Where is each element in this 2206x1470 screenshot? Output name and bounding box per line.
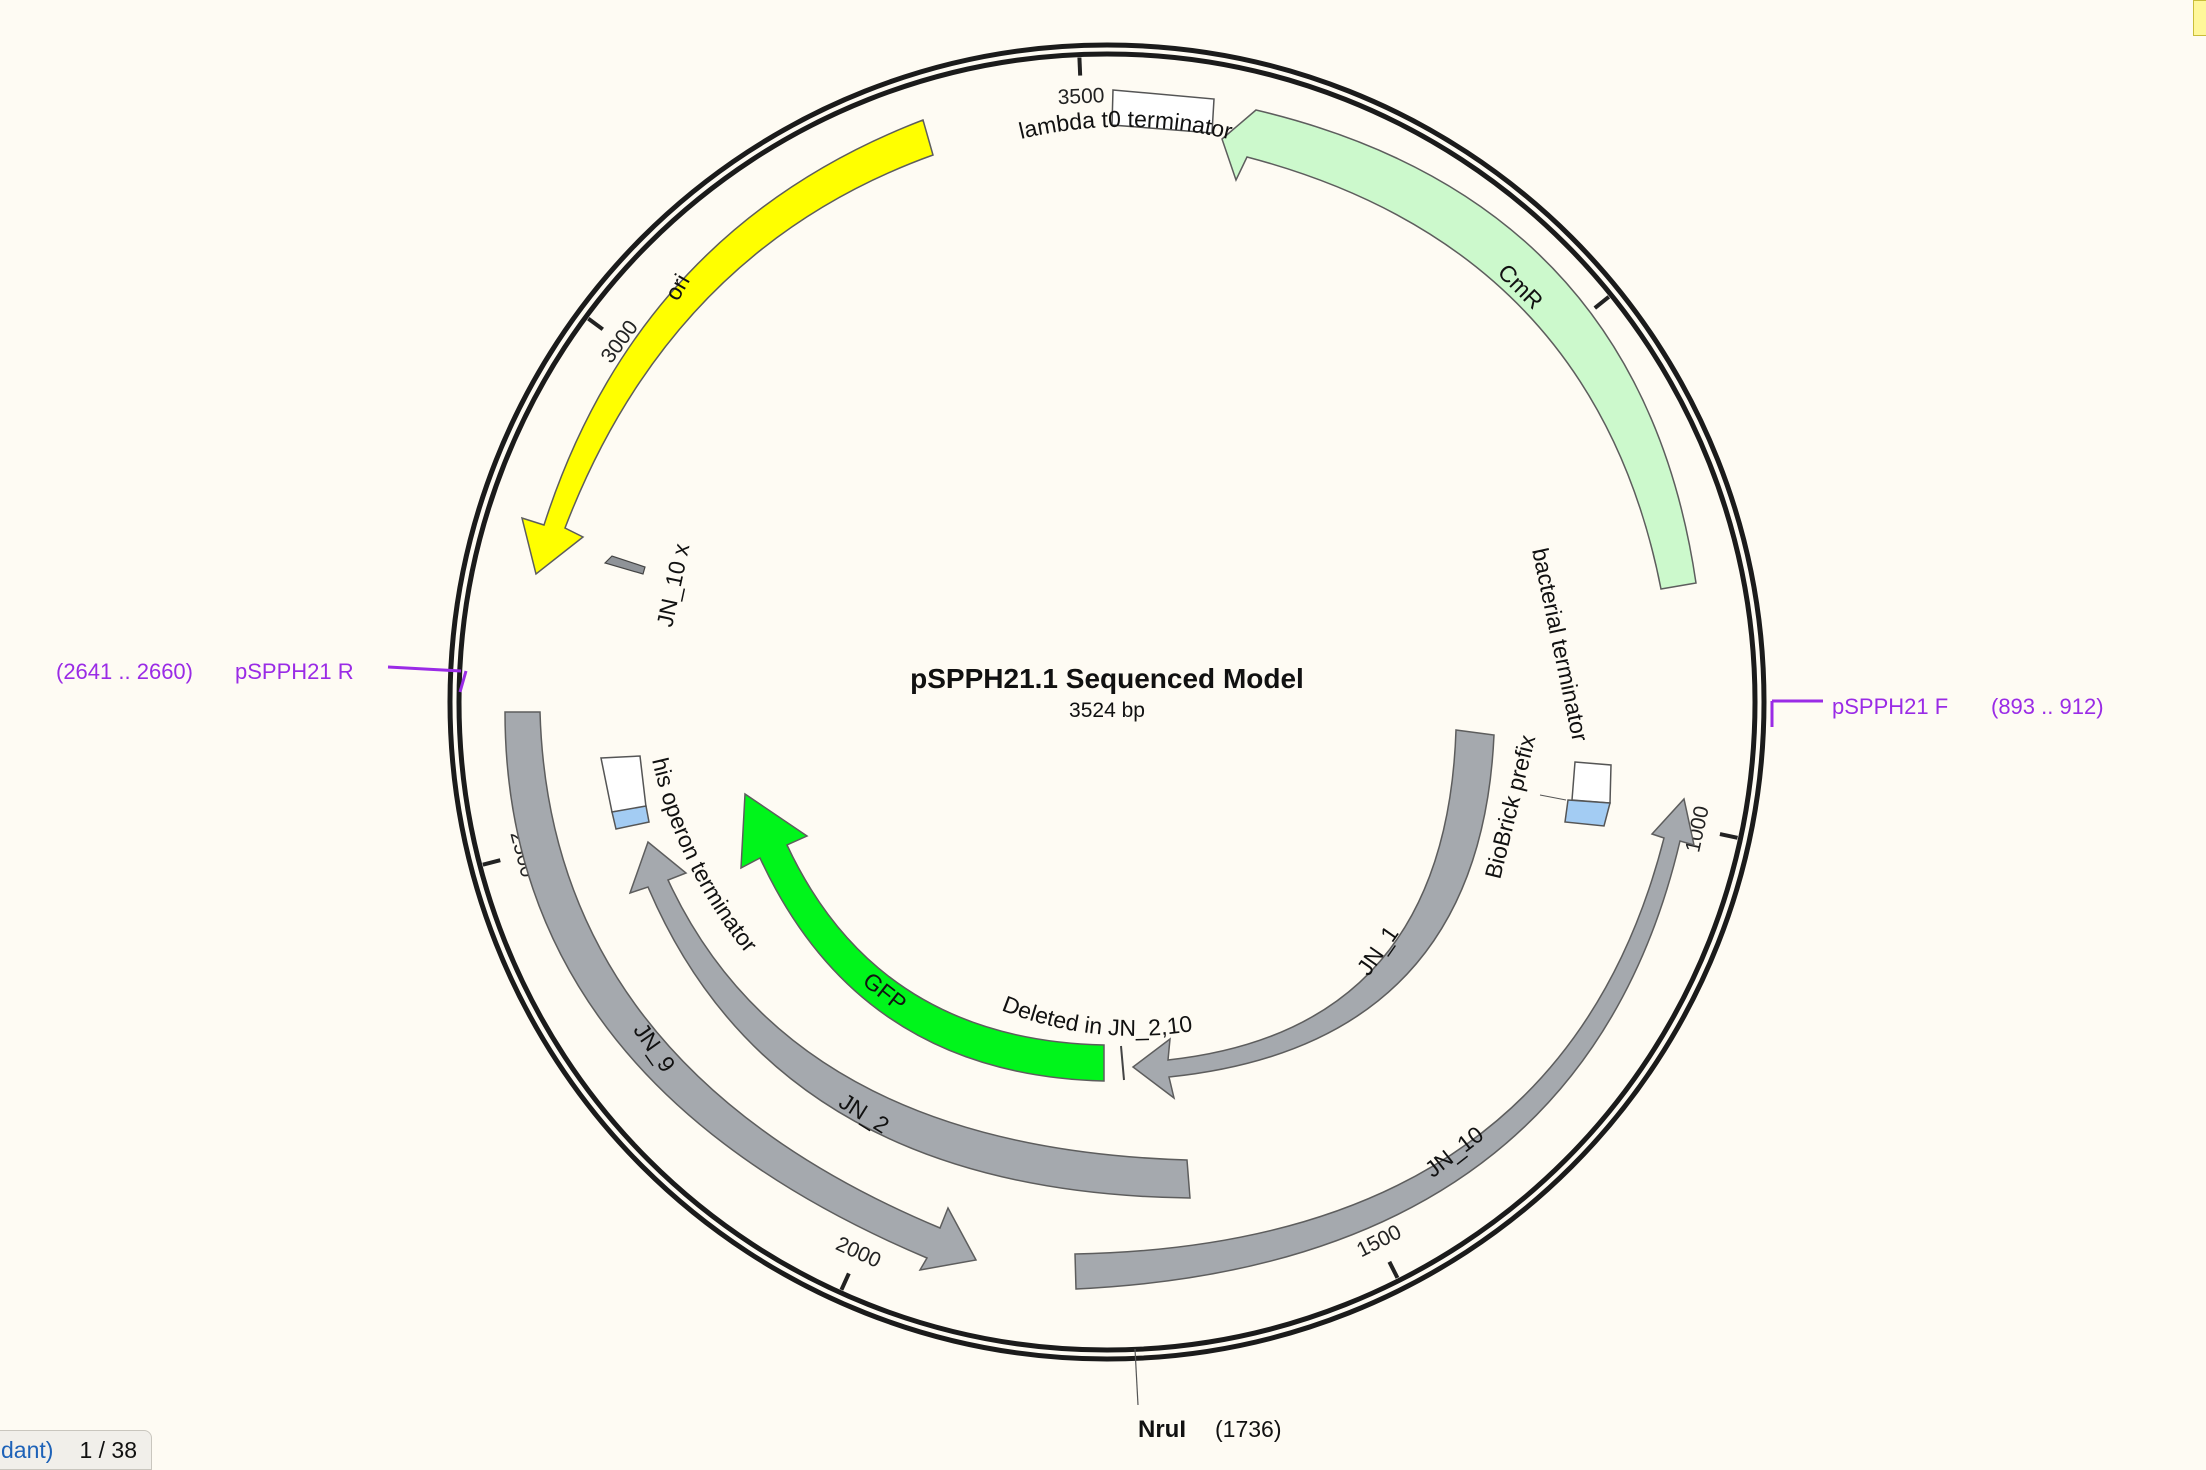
tick-mark	[587, 317, 604, 331]
gfp-arrow	[740, 792, 1105, 1082]
feature-gfp[interactable]: GFP	[740, 792, 1105, 1082]
deleted-label: Deleted in JN_2,10	[999, 990, 1194, 1041]
jn9-arrow	[504, 711, 978, 1272]
biobrick-prefix-box	[1564, 799, 1611, 827]
jn1-arrow	[1131, 729, 1495, 1100]
page-counter: 1 / 38	[79, 1436, 137, 1463]
tick-label: 2000	[832, 1232, 884, 1272]
site-nrui[interactable]: NruI (1736)	[1134, 1348, 1281, 1443]
primer-forward-range: (893 .. 912)	[1991, 694, 2104, 719]
his-terminator-blue	[611, 805, 650, 830]
jn10x-label: JN_10 x	[651, 541, 694, 629]
feature-jn2[interactable]: JN_2	[628, 840, 1191, 1199]
primer-reverse-name: pSPPH21 R	[235, 659, 354, 684]
feature-bacterial-terminator[interactable]: bacterial terminator BioBrick prefix	[1480, 546, 1612, 882]
tick-label: 3500	[1057, 84, 1105, 109]
jn2-arrow	[628, 840, 1191, 1199]
deleted-marker	[1120, 1045, 1125, 1081]
bacterial-terminator-box	[1571, 761, 1612, 804]
feature-ori[interactable]: ori	[520, 119, 934, 576]
bacterial-terminator-label: bacterial terminator	[1527, 546, 1593, 744]
nrui-name: NruI	[1138, 1416, 1186, 1443]
tick-mark	[482, 858, 501, 867]
map-title: pSPPH21.1 Sequenced Model	[910, 663, 1304, 694]
cmr-arrow	[1221, 109, 1697, 590]
nrui-position: (1736)	[1215, 1416, 1281, 1442]
backbone	[447, 42, 1767, 1362]
ori-arrow	[520, 119, 934, 576]
primer-reverse[interactable]: (2641 .. 2660) pSPPH21 R	[56, 659, 468, 693]
feature-jn1[interactable]: JN_1	[1131, 729, 1495, 1100]
feature-cmr[interactable]: CmR	[1221, 109, 1697, 590]
map-length: 3524 bp	[1069, 699, 1145, 722]
status-bar: dant) 1 / 38	[0, 1430, 152, 1470]
tick-mark	[1077, 57, 1083, 76]
feature-lambda-terminator[interactable]: lambda t0 terminator	[1016, 89, 1235, 144]
jn10-arrow	[1074, 797, 1695, 1290]
feature-jn10x[interactable]: JN_10 x	[603, 541, 695, 629]
primer-forward-marker	[1770, 699, 1823, 727]
status-prefix[interactable]: dant)	[1, 1436, 54, 1463]
primer-reverse-range: (2641 .. 2660)	[56, 659, 193, 684]
corner-tab[interactable]	[2193, 0, 2206, 36]
primer-reverse-marker	[387, 665, 468, 693]
lambda-terminator-box	[1111, 89, 1215, 134]
tick-mark	[1719, 832, 1738, 840]
primer-forward-name: pSPPH21 F	[1832, 694, 1948, 719]
his-terminator-box	[600, 755, 647, 813]
primer-forward[interactable]: pSPPH21 F (893 .. 912)	[1770, 694, 2104, 727]
tick-mark	[1387, 1260, 1400, 1279]
nrui-leader	[1134, 1348, 1139, 1406]
tick-mark	[1593, 295, 1611, 310]
jn10x-marker	[603, 555, 646, 575]
tick-mark	[839, 1272, 851, 1291]
